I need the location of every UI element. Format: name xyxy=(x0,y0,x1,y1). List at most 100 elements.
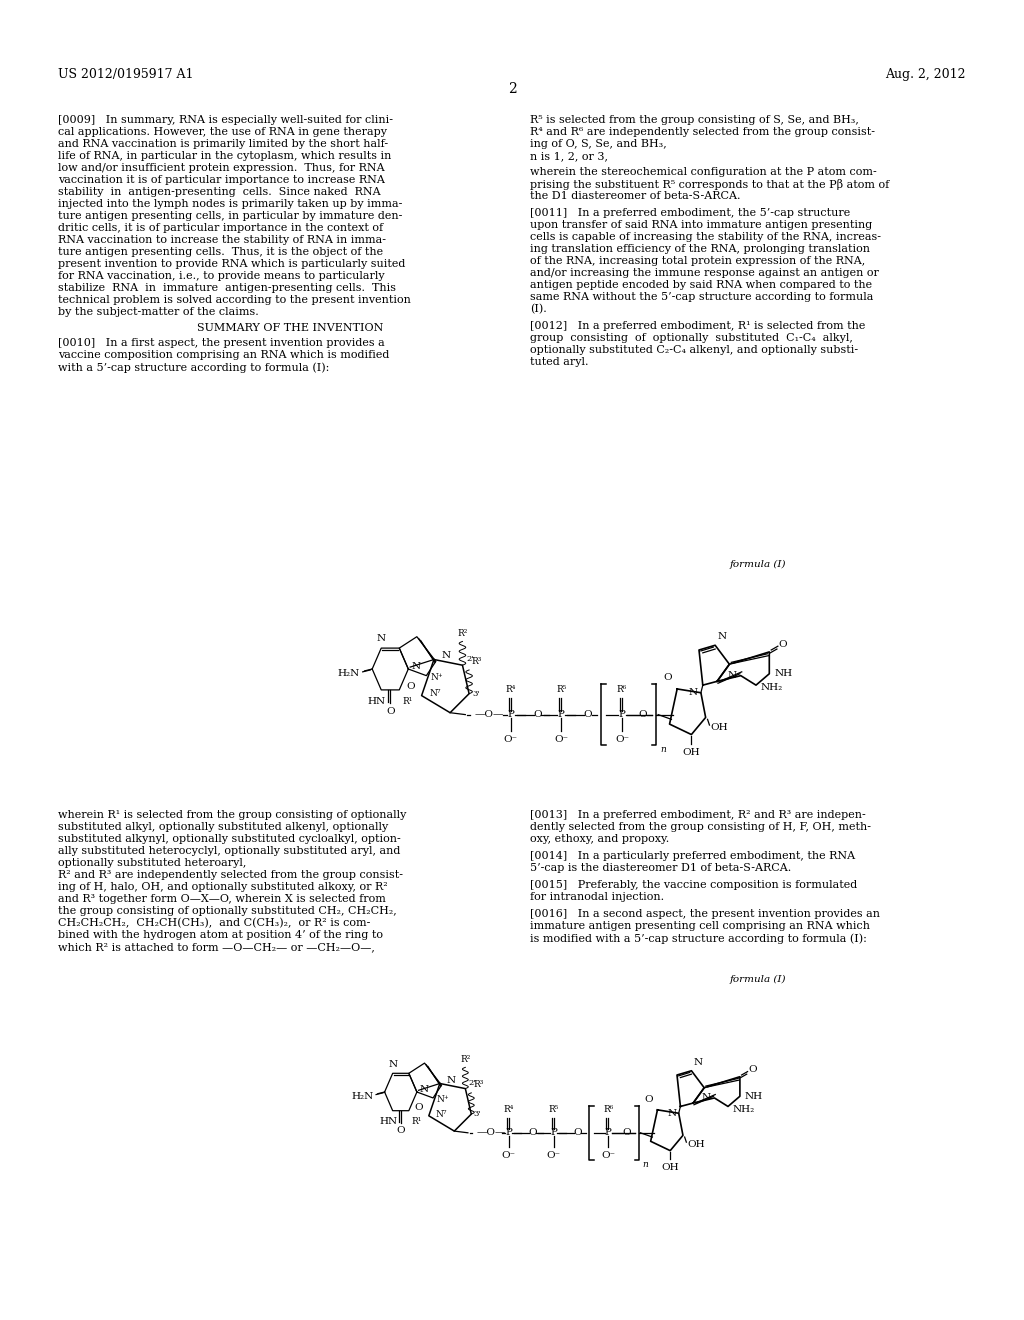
Text: O: O xyxy=(664,673,673,682)
Text: n: n xyxy=(660,744,666,754)
Text: oxy, ethoxy, and propoxy.: oxy, ethoxy, and propoxy. xyxy=(530,834,670,843)
Text: and R³ together form O—X—O, wherein X is selected from: and R³ together form O—X—O, wherein X is… xyxy=(58,894,386,904)
Text: n is 1, 2, or 3,: n is 1, 2, or 3, xyxy=(530,150,608,161)
Text: P: P xyxy=(550,1129,557,1138)
Text: of the RNA, increasing total protein expression of the RNA,: of the RNA, increasing total protein exp… xyxy=(530,256,865,267)
Text: O: O xyxy=(639,710,647,719)
Text: N: N xyxy=(412,661,420,671)
Text: R⁴: R⁴ xyxy=(506,685,516,694)
Text: P: P xyxy=(508,710,514,719)
Text: technical problem is solved according to the present invention: technical problem is solved according to… xyxy=(58,294,411,305)
Text: bined with the hydrogen atom at position 4’ of the ring to: bined with the hydrogen atom at position… xyxy=(58,931,383,940)
Text: R⁵: R⁵ xyxy=(549,1105,559,1114)
Text: [0009]   In summary, RNA is especially well-suited for clini-: [0009] In summary, RNA is especially wel… xyxy=(58,115,393,125)
Text: O: O xyxy=(386,708,394,715)
Text: [0011]   In a preferred embodiment, the 5’-cap structure: [0011] In a preferred embodiment, the 5’… xyxy=(530,209,850,218)
Text: O: O xyxy=(406,681,415,690)
Text: vaccination it is of particular importance to increase RNA: vaccination it is of particular importan… xyxy=(58,176,385,185)
Text: [0016]   In a second aspect, the present invention provides an: [0016] In a second aspect, the present i… xyxy=(530,909,880,919)
Text: for intranodal injection.: for intranodal injection. xyxy=(530,892,665,902)
Text: O: O xyxy=(644,1094,653,1104)
Text: R⁶: R⁶ xyxy=(616,685,627,694)
Text: antigen peptide encoded by said RNA when compared to the: antigen peptide encoded by said RNA when… xyxy=(530,280,872,290)
Text: N: N xyxy=(694,1059,703,1068)
Text: 3': 3' xyxy=(472,689,479,698)
Text: SUMMARY OF THE INVENTION: SUMMARY OF THE INVENTION xyxy=(197,323,383,333)
Text: N: N xyxy=(728,671,737,680)
Text: O: O xyxy=(749,1065,757,1074)
Text: by the subject-matter of the claims.: by the subject-matter of the claims. xyxy=(58,308,259,317)
Text: R¹: R¹ xyxy=(412,1118,422,1126)
Text: stabilize  RNA  in  immature  antigen-presenting cells.  This: stabilize RNA in immature antigen-presen… xyxy=(58,282,396,293)
Text: O⁻: O⁻ xyxy=(615,735,629,744)
Text: HN: HN xyxy=(368,697,386,706)
Text: OH: OH xyxy=(683,748,700,756)
Text: N: N xyxy=(718,632,727,642)
Text: [0015]   Preferably, the vaccine composition is formulated: [0015] Preferably, the vaccine compositi… xyxy=(530,880,857,890)
Text: which R² is attached to form —O—CH₂— or —CH₂—O—,: which R² is attached to form —O—CH₂— or … xyxy=(58,942,375,952)
Text: N⁺: N⁺ xyxy=(430,673,442,682)
Text: tuted aryl.: tuted aryl. xyxy=(530,356,589,367)
Text: wherein the stereochemical configuration at the P atom com-: wherein the stereochemical configuration… xyxy=(530,168,877,177)
Text: n: n xyxy=(642,1160,648,1170)
Text: [0012]   In a preferred embodiment, R¹ is selected from the: [0012] In a preferred embodiment, R¹ is … xyxy=(530,321,865,331)
Text: OH: OH xyxy=(687,1140,705,1150)
Text: R³: R³ xyxy=(473,1081,483,1089)
Text: US 2012/0195917 A1: US 2012/0195917 A1 xyxy=(58,69,194,81)
Text: substituted alkyl, optionally substituted alkenyl, optionally: substituted alkyl, optionally substitute… xyxy=(58,822,388,832)
Text: 3': 3' xyxy=(474,1110,481,1118)
Text: —O—: —O— xyxy=(476,1129,506,1138)
Text: optionally substituted C₂-C₄ alkenyl, and optionally substi-: optionally substituted C₂-C₄ alkenyl, an… xyxy=(530,345,858,355)
Text: O: O xyxy=(584,710,592,719)
Text: NH: NH xyxy=(744,1092,762,1101)
Text: formula (I): formula (I) xyxy=(730,560,786,569)
Text: optionally substituted heteroaryl,: optionally substituted heteroaryl, xyxy=(58,858,247,869)
Text: R⁴: R⁴ xyxy=(504,1105,514,1114)
Text: N: N xyxy=(388,1060,397,1069)
Text: R⁵ is selected from the group consisting of S, Se, and BH₃,: R⁵ is selected from the group consisting… xyxy=(530,115,859,125)
Text: vaccine composition comprising an RNA which is modified: vaccine composition comprising an RNA wh… xyxy=(58,350,389,360)
Text: for RNA vaccination, i.e., to provide means to particularly: for RNA vaccination, i.e., to provide me… xyxy=(58,271,385,281)
Text: is modified with a 5’-cap structure according to formula (I):: is modified with a 5’-cap structure acco… xyxy=(530,933,867,944)
Text: substituted alkynyl, optionally substituted cycloalkyl, option-: substituted alkynyl, optionally substitu… xyxy=(58,834,400,843)
Text: N⁺: N⁺ xyxy=(436,1096,450,1104)
Text: O⁻: O⁻ xyxy=(554,735,568,744)
Text: formula (I): formula (I) xyxy=(730,975,786,985)
Text: O: O xyxy=(528,1129,537,1138)
Text: the group consisting of optionally substituted CH₂, CH₂CH₂,: the group consisting of optionally subst… xyxy=(58,906,396,916)
Text: ing of O, S, Se, and BH₃,: ing of O, S, Se, and BH₃, xyxy=(530,139,667,149)
Text: P: P xyxy=(558,710,564,719)
Text: P: P xyxy=(605,1129,611,1138)
Text: injected into the lymph nodes is primarily taken up by imma-: injected into the lymph nodes is primari… xyxy=(58,199,402,209)
Text: N⁷: N⁷ xyxy=(429,689,440,698)
Text: group  consisting  of  optionally  substituted  C₁-C₄  alkyl,: group consisting of optionally substitut… xyxy=(530,333,853,343)
Text: cells is capable of increasing the stability of the RNA, increas-: cells is capable of increasing the stabi… xyxy=(530,232,881,242)
Text: P: P xyxy=(618,710,626,719)
Text: wherein R¹ is selected from the group consisting of optionally: wherein R¹ is selected from the group co… xyxy=(58,810,407,820)
Text: low and/or insufficient protein expression.  Thus, for RNA: low and/or insufficient protein expressi… xyxy=(58,162,385,173)
Text: ture antigen presenting cells.  Thus, it is the object of the: ture antigen presenting cells. Thus, it … xyxy=(58,247,383,257)
Text: the D1 diastereomer of beta-S-ARCA.: the D1 diastereomer of beta-S-ARCA. xyxy=(530,191,740,201)
Text: H₂N: H₂N xyxy=(351,1092,374,1101)
Text: CH₂CH₂CH₂,  CH₂CH(CH₃),  and C(CH₃)₂,  or R² is com-: CH₂CH₂CH₂, CH₂CH(CH₃), and C(CH₃)₂, or R… xyxy=(58,917,371,928)
Text: H₂N: H₂N xyxy=(338,669,359,678)
Text: O⁻: O⁻ xyxy=(502,1151,516,1160)
Text: NH: NH xyxy=(774,669,793,678)
Text: dently selected from the group consisting of H, F, OH, meth-: dently selected from the group consistin… xyxy=(530,822,871,832)
Text: HN: HN xyxy=(379,1118,397,1126)
Text: O: O xyxy=(573,1129,582,1138)
Text: NH₂: NH₂ xyxy=(761,684,783,693)
Text: life of RNA, in particular in the cytoplasm, which results in: life of RNA, in particular in the cytopl… xyxy=(58,150,391,161)
Text: immature antigen presenting cell comprising an RNA which: immature antigen presenting cell compris… xyxy=(530,921,870,931)
Text: stability  in  antigen-presenting  cells.  Since naked  RNA: stability in antigen-presenting cells. S… xyxy=(58,187,381,197)
Text: R²: R² xyxy=(460,1055,471,1064)
Text: present invention to provide RNA which is particularly suited: present invention to provide RNA which i… xyxy=(58,259,406,269)
Text: O: O xyxy=(396,1126,406,1135)
Text: N⁷: N⁷ xyxy=(435,1110,447,1119)
Text: NH₂: NH₂ xyxy=(732,1105,755,1114)
Text: and/or increasing the immune response against an antigen or: and/or increasing the immune response ag… xyxy=(530,268,879,279)
Text: R¹: R¹ xyxy=(402,697,413,706)
Text: ally substituted heterocyclyl, optionally substituted aryl, and: ally substituted heterocyclyl, optionall… xyxy=(58,846,400,855)
Text: with a 5’-cap structure according to formula (I):: with a 5’-cap structure according to for… xyxy=(58,362,330,372)
Text: —O—: —O— xyxy=(475,710,504,719)
